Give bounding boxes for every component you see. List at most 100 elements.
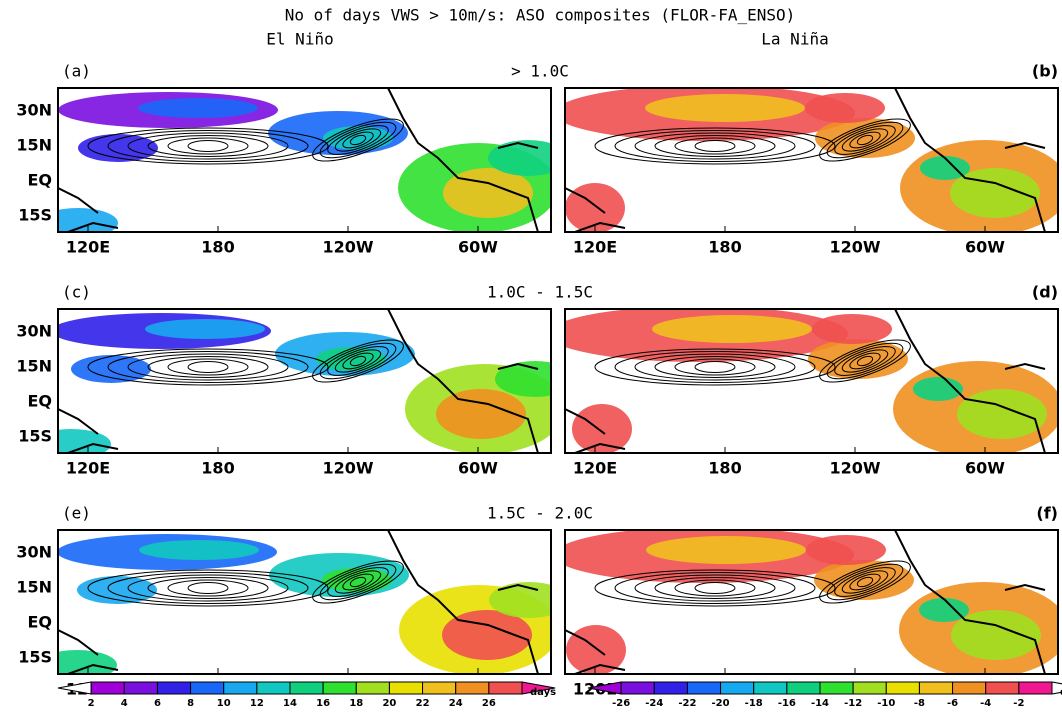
contour [849, 131, 881, 149]
contour [674, 579, 756, 597]
coastline [565, 408, 626, 453]
coastline [58, 187, 119, 232]
shading [950, 168, 1040, 218]
shading [488, 140, 551, 176]
lon-label: 120E [66, 238, 110, 257]
colorbar-segment [1018, 681, 1053, 695]
colorbar-segment [355, 681, 390, 695]
coastline [58, 408, 119, 453]
colorbar-segment [653, 681, 688, 695]
contour [654, 356, 776, 378]
shading [814, 560, 914, 600]
coastline [894, 530, 1046, 674]
contour [187, 361, 229, 373]
colorbar-segment [852, 681, 887, 695]
panel-frame [57, 308, 552, 454]
lon-label: 60W [965, 238, 1005, 257]
panel-tag: (f) [1036, 504, 1058, 523]
lon-label: 120W [829, 459, 880, 478]
contour [342, 352, 374, 370]
contour [826, 342, 904, 380]
colorbar-segment [388, 681, 424, 695]
contour [147, 356, 269, 378]
contour [594, 127, 836, 165]
contour [107, 572, 309, 604]
lat-label: 15N [16, 578, 52, 597]
panel-tag: (c) [62, 283, 91, 302]
colorbar-label: 18 [349, 698, 363, 709]
contour [349, 355, 367, 367]
contour [87, 348, 329, 386]
contour [319, 342, 397, 380]
lat-label: 30N [16, 101, 52, 120]
map-panel [565, 88, 1058, 232]
contour [834, 125, 896, 155]
shading [71, 355, 151, 383]
colorbar-segment [422, 681, 457, 695]
lon-label: 120W [322, 459, 373, 478]
lon-label: 180 [201, 459, 234, 478]
shading [495, 361, 551, 397]
colorbar-label: -2 [1013, 698, 1024, 709]
panel-frame [564, 87, 1059, 233]
contour [342, 573, 374, 591]
coastline [58, 629, 119, 674]
contour [312, 560, 404, 604]
contour [87, 569, 329, 607]
coastline [387, 88, 539, 232]
colorbar-segment [455, 681, 490, 695]
contour [694, 582, 736, 594]
contour [327, 567, 389, 597]
contour [849, 573, 881, 591]
contour [594, 569, 836, 607]
colorbar-segment [322, 681, 357, 695]
contour [107, 351, 309, 383]
map-panel [58, 530, 551, 674]
contour [127, 353, 289, 381]
shading [812, 314, 892, 344]
contour [834, 346, 896, 376]
colorbar-label: 24 [449, 698, 463, 709]
lon-label: 120E [573, 459, 617, 478]
colorbar-segment [885, 681, 920, 695]
shading [58, 650, 117, 674]
coastline [565, 629, 626, 674]
colorbar-label: -14 [811, 698, 829, 709]
colorbar-segment [918, 681, 954, 695]
colorbar-segment [521, 681, 556, 695]
contour [856, 134, 874, 146]
lon-label: 120E [66, 459, 110, 478]
colorbar-segment [223, 681, 258, 695]
contour [334, 349, 382, 373]
contour [167, 358, 249, 376]
colorbar-segment [620, 681, 655, 695]
colorbar-label: 6 [154, 698, 161, 709]
lon-label: 60W [458, 238, 498, 257]
lon-label: 60W [458, 459, 498, 478]
map-panel [58, 309, 551, 453]
contour [614, 130, 816, 162]
shading [58, 429, 111, 453]
contour [147, 135, 269, 157]
lat-label: EQ [27, 171, 52, 190]
column-header: La Niña [761, 30, 828, 49]
shading [951, 610, 1041, 660]
panel-tag: (e) [62, 504, 91, 523]
contour [674, 358, 756, 376]
shading [77, 576, 157, 604]
contour [826, 121, 904, 159]
shading [815, 118, 915, 158]
contour [312, 118, 404, 162]
map-panel [565, 309, 1058, 453]
lat-label: 15S [18, 427, 52, 446]
shading [139, 540, 259, 560]
contour [654, 577, 776, 599]
colorbar-label: -4 [980, 698, 991, 709]
contour [87, 127, 329, 165]
contour [349, 576, 367, 588]
contour [826, 563, 904, 601]
contour [312, 339, 404, 383]
contour [127, 132, 289, 160]
coastline [894, 88, 1046, 232]
